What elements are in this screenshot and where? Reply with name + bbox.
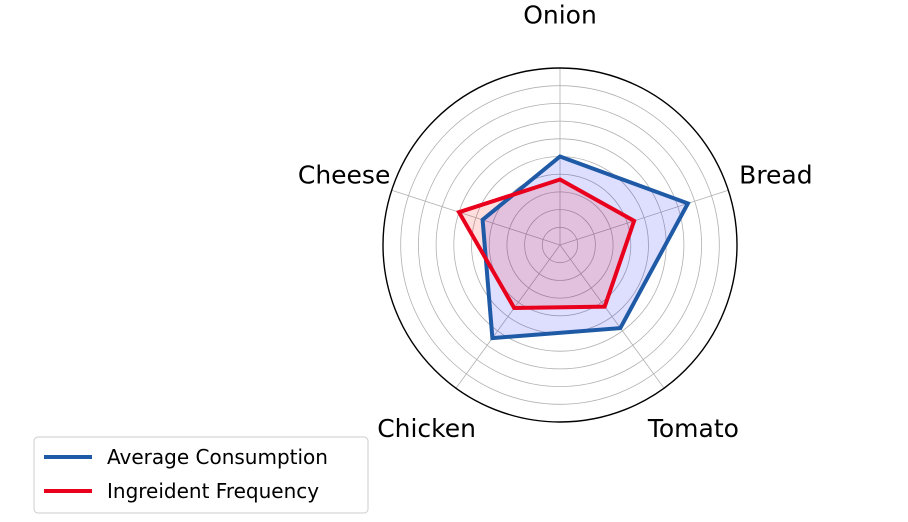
category-label-bread: Bread <box>739 160 812 189</box>
legend-label-average-consumption: Average Consumption <box>107 445 328 469</box>
category-label-chicken: Chicken <box>377 414 476 443</box>
outer-ring <box>382 67 738 423</box>
category-labels: Onion Bread Tomato Chicken Cheese <box>298 1 813 444</box>
series-area-ingreident-frequency <box>459 179 635 308</box>
legend-frame <box>33 436 369 514</box>
spoke-bread <box>559 189 729 246</box>
spoke-chicken <box>455 244 561 389</box>
category-label-cheese: Cheese <box>298 160 390 189</box>
spoke-tomato <box>559 244 665 389</box>
legend: Average Consumption Ingreident Frequency <box>33 436 369 514</box>
category-label-tomato: Tomato <box>647 414 739 443</box>
series-line-average-consumption <box>480 154 691 341</box>
spoke-cheese <box>391 189 561 246</box>
category-label-onion: Onion <box>523 1 597 30</box>
series-layer <box>456 154 691 341</box>
legend-label-ingreident-frequency: Ingreident Frequency <box>107 479 319 503</box>
series-area-average-consumption <box>482 156 688 339</box>
series-line-ingreident-frequency <box>456 177 637 311</box>
